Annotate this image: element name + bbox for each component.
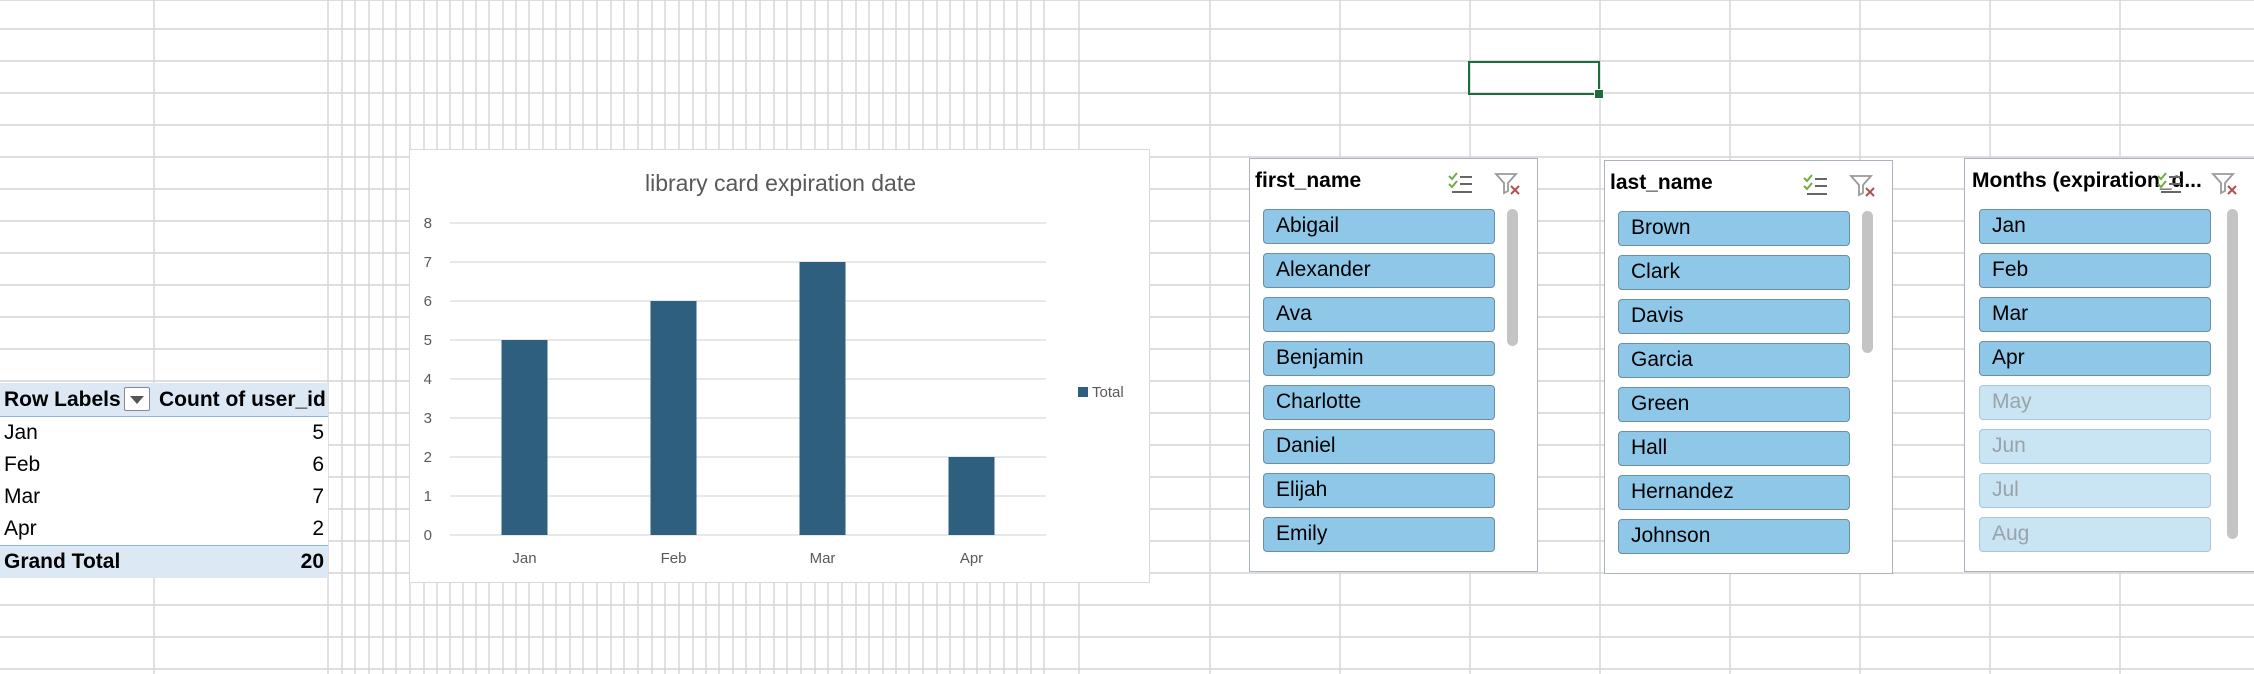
legend-label: Total: [1092, 384, 1124, 401]
y-tick-label: 1: [424, 488, 432, 505]
pivot-row[interactable]: Jan 5: [0, 417, 328, 449]
active-cell-cursor[interactable]: [1468, 61, 1604, 99]
grand-total-label: Grand Total: [4, 550, 121, 573]
bar[interactable]: [650, 301, 697, 535]
slicer-item[interactable]: Apr: [1979, 341, 2211, 376]
slicer-item[interactable]: Hall: [1618, 431, 1850, 466]
pivot-row-value: 5: [312, 421, 324, 444]
x-tick-label: Feb: [661, 550, 687, 567]
x-tick-label: Jan: [512, 550, 536, 567]
pivot-header-row: Row Labels Count of user_id: [0, 383, 328, 417]
clear-filter-icon[interactable]: [2211, 171, 2239, 197]
bar[interactable]: [799, 262, 846, 535]
slicer-scrollbar[interactable]: [2227, 209, 2238, 539]
slicer-item[interactable]: Emily: [1263, 517, 1495, 552]
slicer-item[interactable]: Jan: [1979, 209, 2211, 244]
slicer-months-expiration[interactable]: Months (expiration_d... Jan Feb Mar Apr May J…: [1964, 158, 2254, 572]
slicer-item[interactable]: Jun: [1979, 429, 2211, 464]
slicer-first-name[interactable]: first_name Abigail Alexander Ava Benjamin Ch…: [1249, 158, 1538, 572]
slicer-title: first_name: [1255, 169, 1362, 192]
pivot-row[interactable]: Mar 7: [0, 481, 328, 513]
y-tick-label: 7: [424, 254, 432, 271]
pivot-row[interactable]: Feb 6: [0, 449, 328, 481]
slicer-item[interactable]: Garcia: [1618, 343, 1850, 378]
pivot-row-value: 7: [312, 485, 324, 508]
slicer-item[interactable]: Johnson: [1618, 519, 1850, 554]
pivot-row[interactable]: Apr 2: [0, 513, 328, 545]
slicer-scrollbar[interactable]: [1862, 211, 1873, 353]
y-tick-label: 8: [424, 215, 432, 232]
row-labels-header[interactable]: Row Labels: [4, 388, 121, 411]
bar[interactable]: [501, 340, 548, 535]
slicer-last-name[interactable]: last_name Brown Clark Davis Garcia Green Hall…: [1604, 160, 1893, 574]
clear-filter-icon[interactable]: [1494, 171, 1522, 197]
grand-total-value: 20: [300, 550, 324, 573]
y-tick-label: 5: [424, 332, 432, 349]
multi-select-icon[interactable]: [1801, 173, 1829, 199]
dropdown-arrow-icon[interactable]: [124, 387, 150, 411]
chart-plot: 0 1 2 3 4 5 6 7 8 Jan Feb Mar Apr Total: [424, 215, 1124, 567]
pivot-row-label: Jan: [4, 421, 38, 444]
pivot-chart[interactable]: 0 1 2 3 4 5 6 7 8 Jan Feb Mar Apr Total library card …: [409, 149, 1150, 583]
pivot-row-label: Mar: [4, 485, 41, 508]
pivot-row-value: 2: [312, 517, 324, 540]
slicer-title: Months (expiration_d...: [1972, 169, 2202, 192]
chart-title[interactable]: library card expiration date: [644, 170, 917, 196]
slicer-item[interactable]: Mar: [1979, 297, 2211, 332]
x-tick-label: Mar: [810, 550, 836, 567]
y-tick-label: 4: [424, 371, 432, 388]
y-tick-label: 3: [424, 410, 432, 427]
slicer-item[interactable]: May: [1979, 385, 2211, 420]
slicer-item[interactable]: Feb: [1979, 253, 2211, 288]
y-tick-label: 2: [424, 449, 432, 466]
fill-handle[interactable]: [1594, 89, 1604, 99]
slicer-item[interactable]: Brown: [1618, 211, 1850, 246]
legend-swatch: [1078, 387, 1088, 397]
y-tick-label: 6: [424, 293, 432, 310]
slicer-item[interactable]: Clark: [1618, 255, 1850, 290]
pivot-row-label: Apr: [4, 517, 37, 540]
slicer-scrollbar[interactable]: [1507, 209, 1518, 346]
slicer-item[interactable]: Daniel: [1263, 429, 1495, 464]
y-tick-label: 0: [424, 527, 432, 544]
pivot-table: Row Labels Count of user_id Jan 5 Feb 6 …: [0, 383, 328, 578]
multi-select-icon[interactable]: [1446, 171, 1474, 197]
multi-select-icon[interactable]: [2155, 171, 2183, 197]
slicer-item[interactable]: Elijah: [1263, 473, 1495, 508]
pivot-grand-total-row[interactable]: Grand Total 20: [0, 545, 328, 578]
clear-filter-icon[interactable]: [1849, 173, 1877, 199]
count-user-id-header[interactable]: Count of user_id: [159, 388, 326, 411]
slicer-title: last_name: [1610, 171, 1713, 194]
slicer-item[interactable]: Hernandez: [1618, 475, 1850, 510]
slicer-item[interactable]: Abigail: [1263, 209, 1495, 244]
pivot-row-value: 6: [312, 453, 324, 476]
slicer-item[interactable]: Aug: [1979, 517, 2211, 552]
slicer-item[interactable]: Benjamin: [1263, 341, 1495, 376]
slicer-item[interactable]: Charlotte: [1263, 385, 1495, 420]
slicer-item[interactable]: Jul: [1979, 473, 2211, 508]
slicer-item[interactable]: Alexander: [1263, 253, 1495, 288]
x-tick-label: Apr: [960, 550, 983, 567]
slicer-item[interactable]: Green: [1618, 387, 1850, 422]
slicer-item[interactable]: Davis: [1618, 299, 1850, 334]
bar[interactable]: [948, 457, 995, 535]
pivot-row-label: Feb: [4, 453, 41, 476]
slicer-item[interactable]: Ava: [1263, 297, 1495, 332]
